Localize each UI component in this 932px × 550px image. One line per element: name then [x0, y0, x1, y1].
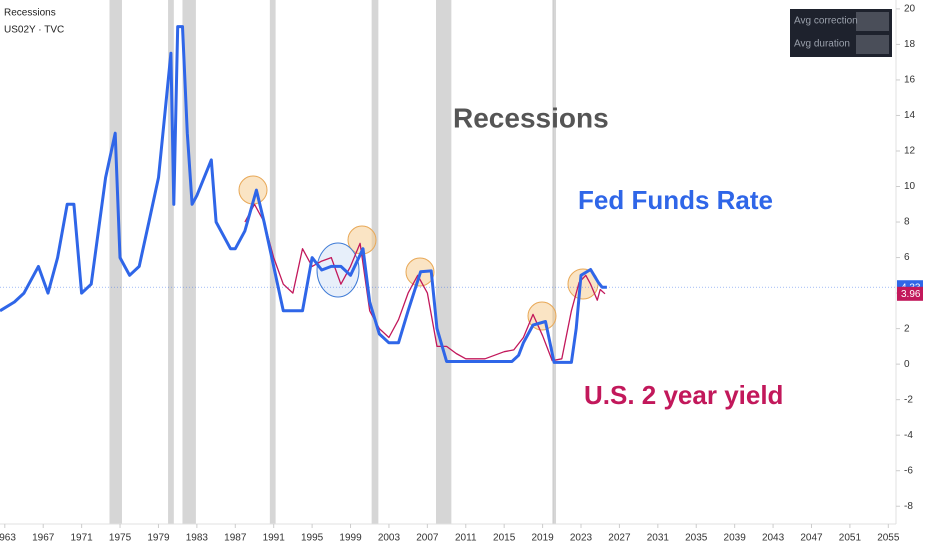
y-tick-label: -2 [904, 394, 913, 405]
x-tick-label: 2015 [493, 533, 516, 544]
recession-band [371, 0, 379, 524]
chart-title: Recessions [4, 8, 56, 19]
x-tick-label: 2051 [839, 533, 862, 544]
x-tick-label: 1995 [301, 533, 324, 544]
series-line [0, 25, 607, 364]
x-tick-label: 2043 [762, 533, 785, 544]
x-tick-label: 2055 [877, 533, 900, 544]
x-tick-label: 2027 [608, 533, 631, 544]
y-tick-label: 14 [904, 110, 916, 121]
x-tick-label: 1983 [186, 533, 209, 544]
y-tick-label: 12 [904, 146, 916, 157]
recession-band [435, 0, 452, 524]
x-tick-label: 1971 [71, 533, 94, 544]
y-tick-label: -4 [904, 430, 913, 441]
recession-band [168, 0, 174, 524]
stats-table: Avg correction Avg duration [790, 9, 892, 57]
highlight-ellipse [316, 242, 360, 298]
table-label: Avg correction [794, 16, 858, 27]
last-value-tag [897, 286, 923, 301]
y-tick-label: -6 [904, 465, 913, 476]
annotation: U.S. 2 year yield [584, 380, 783, 410]
y-tick-label: 10 [904, 181, 916, 192]
recession-band [553, 0, 557, 524]
x-tick-label: 1967 [32, 533, 55, 544]
x-tick-label: 1979 [147, 533, 170, 544]
x-tick-label: 2007 [416, 533, 439, 544]
y-tick-label: 18 [904, 39, 916, 50]
y-tick-label: 20 [904, 4, 916, 15]
x-tick-label: 2035 [685, 533, 708, 544]
x-tick-label: 2047 [800, 533, 823, 544]
table-cell [856, 12, 889, 31]
x-tick-label: 2039 [724, 533, 747, 544]
x-tick-label: 1975 [109, 533, 132, 544]
x-tick-label: 1999 [339, 533, 362, 544]
y-tick-label: 0 [904, 359, 910, 370]
chart-subtitle: US02Y · TVC [4, 25, 64, 36]
x-tick-label: 1963 [0, 533, 16, 544]
table-label: Avg duration [794, 39, 850, 50]
x-tick-label: 2031 [647, 533, 670, 544]
annotation: Recessions [453, 102, 609, 133]
last-value-label: 3.96 [901, 289, 921, 300]
annotation: Fed Funds Rate [578, 185, 773, 215]
x-tick-label: 2023 [570, 533, 593, 544]
x-tick-label: 2003 [378, 533, 401, 544]
x-tick-label: 2011 [455, 533, 477, 544]
y-tick-label: 8 [904, 217, 910, 228]
y-tick-label: -8 [904, 501, 913, 512]
table-cell [856, 35, 889, 54]
y-tick-label: 16 [904, 75, 916, 86]
x-tick-label: 2019 [531, 533, 554, 544]
series-line [244, 203, 606, 362]
y-tick-label: 6 [904, 252, 910, 263]
recession-band [109, 0, 122, 524]
x-tick-label: 1991 [263, 533, 286, 544]
x-tick-label: 1987 [224, 533, 247, 544]
y-tick-label: 2 [904, 323, 910, 334]
plot [0, 25, 896, 364]
